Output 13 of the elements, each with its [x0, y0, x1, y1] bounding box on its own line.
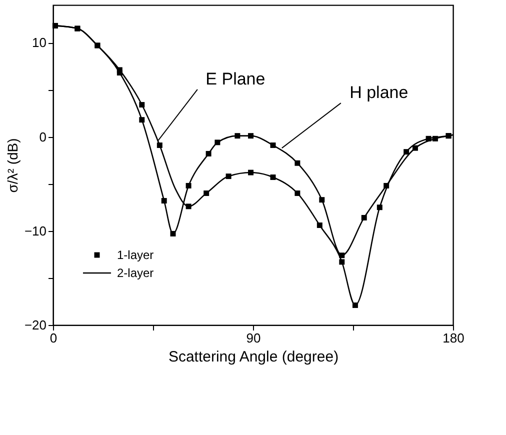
y-tick-label: −20 — [24, 318, 46, 332]
legend-label: 1-layer — [117, 248, 154, 262]
annotation: H plane — [350, 83, 408, 102]
legend-label: 2-layer — [117, 266, 154, 280]
y-tick-label: −10 — [24, 223, 46, 238]
x-tick-label: 180 — [442, 330, 464, 346]
y-tick-label: 10 — [32, 35, 46, 50]
y-axis-title: σ/λ² (dB) — [4, 138, 20, 193]
x-tick-label: 90 — [246, 330, 261, 346]
y-tick-label: 0 — [39, 129, 46, 144]
annotation: E Plane — [206, 69, 266, 88]
x-axis-title: Scattering Angle (degree) — [168, 348, 339, 366]
x-tick-label: 0 — [50, 330, 58, 346]
